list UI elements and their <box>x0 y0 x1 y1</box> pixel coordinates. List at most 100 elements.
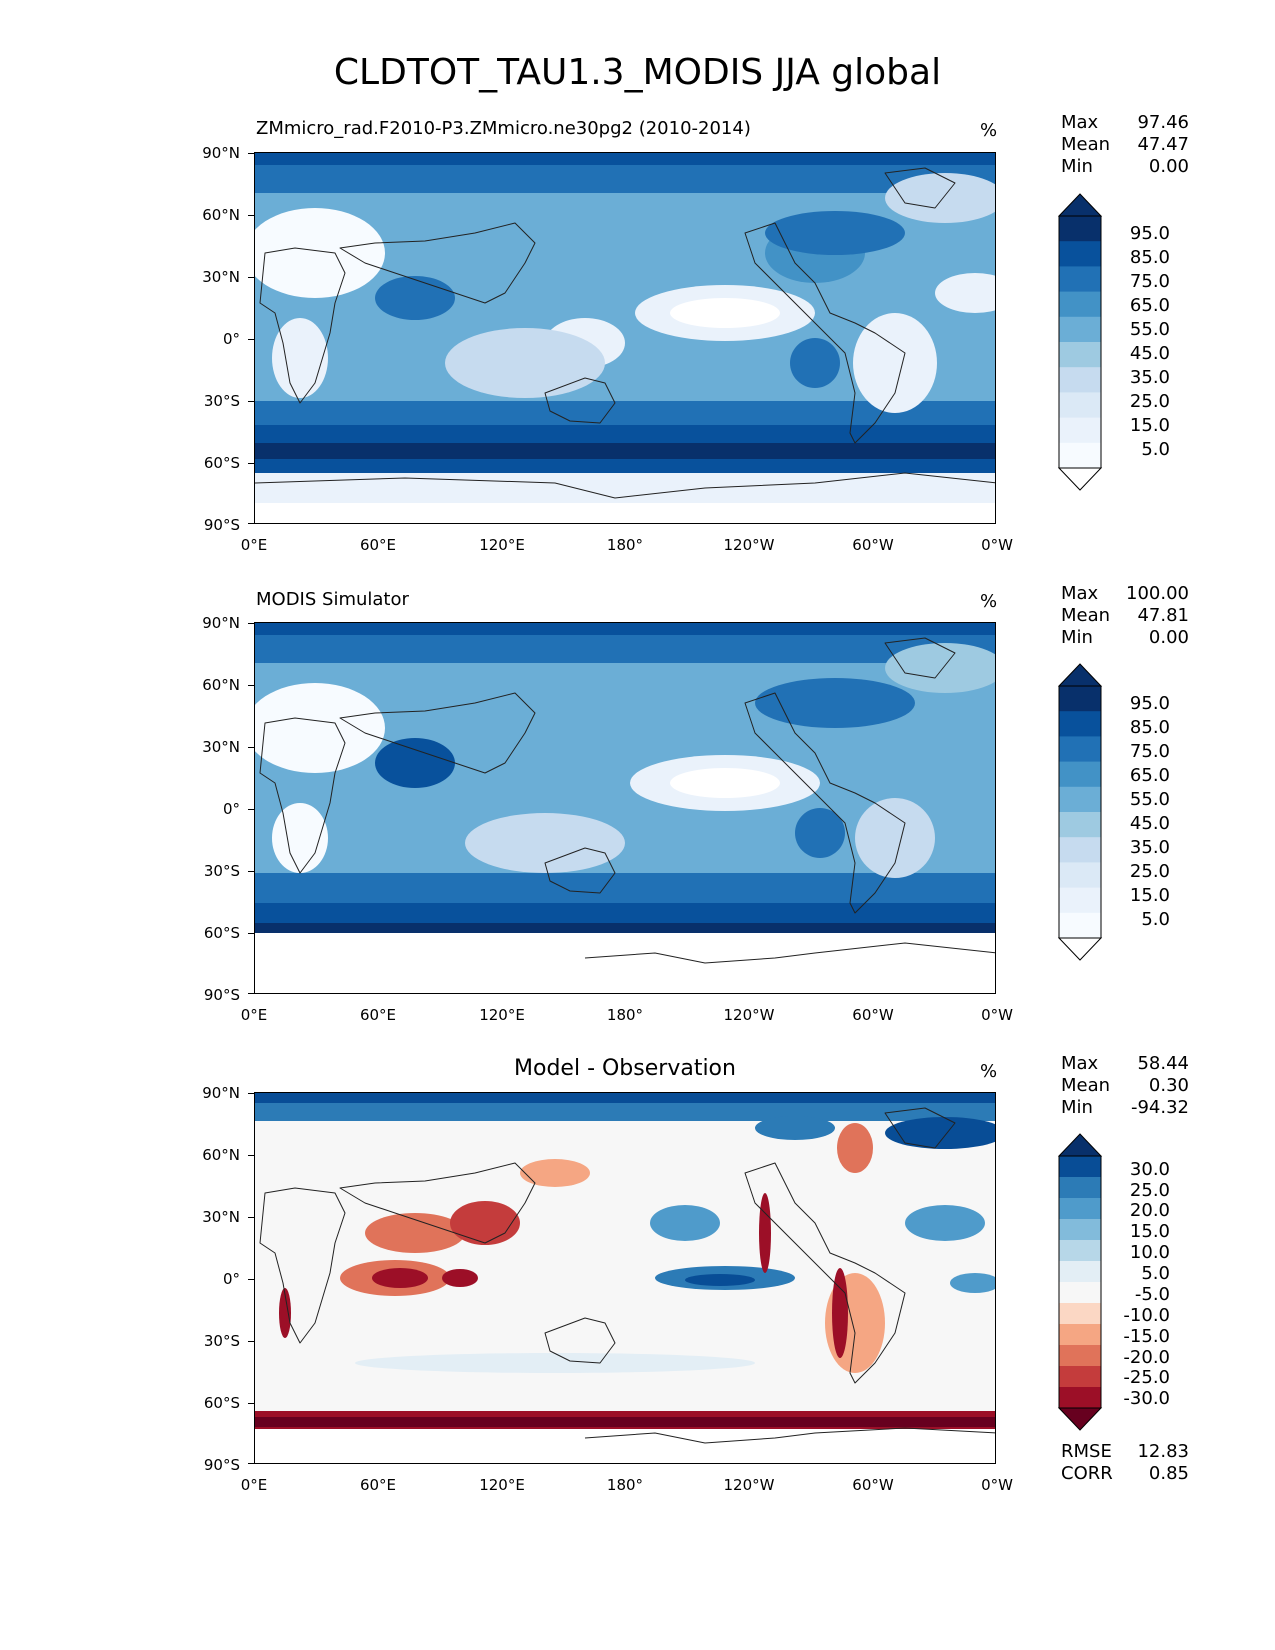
colorbar-extend-top <box>1058 663 1103 687</box>
lon-tick-label: 120°W <box>723 1006 775 1024</box>
colorbar-swatch <box>1059 736 1101 763</box>
colorbar-swatch <box>1059 442 1101 469</box>
colorbar-label: 75.0 <box>1129 741 1170 762</box>
colorbar-label: 85.0 <box>1129 247 1170 268</box>
colorbar-label: 55.0 <box>1129 789 1170 810</box>
colorbar-label: 25.0 <box>1129 1180 1170 1201</box>
colorbar-swatch <box>1059 367 1101 393</box>
colorbar-label: 95.0 <box>1129 223 1170 244</box>
colorbar-swatches <box>1058 663 1103 961</box>
colorbar-label: -30.0 <box>1123 1388 1170 1409</box>
colorbar-swatch <box>1059 1366 1101 1388</box>
lat-tick-label: 60°S <box>203 1394 240 1412</box>
colorbar-swatch <box>1059 1198 1101 1220</box>
colorbar-swatch <box>1059 862 1101 889</box>
stats-box: Max 97.46 Mean 47.47 Min 0.00 <box>1061 112 1189 178</box>
colorbar-label: 45.0 <box>1129 343 1170 364</box>
colorbar-swatch <box>1059 912 1101 939</box>
stat-value: 0.00 <box>1148 156 1189 177</box>
map-observation <box>254 622 996 994</box>
map-canvas <box>255 153 995 523</box>
stat-label: Mean <box>1061 605 1111 626</box>
metric-label: CORR <box>1061 1463 1113 1484</box>
stat-label: Max <box>1061 112 1099 133</box>
colorbar-swatch <box>1059 1261 1101 1283</box>
lat-tick-label: 60°N <box>202 206 240 224</box>
stat-value: -94.32 <box>1130 1097 1189 1118</box>
colorbar <box>1058 663 1103 961</box>
units-label: % <box>980 120 998 141</box>
colorbar-swatch <box>1059 241 1101 267</box>
stat-label: Min <box>1061 1097 1093 1118</box>
colorbar-label: 85.0 <box>1129 717 1170 738</box>
lat-tick-label: 90°S <box>203 986 240 1004</box>
stat-value: 97.46 <box>1137 112 1189 133</box>
colorbar-swatch <box>1059 761 1101 788</box>
colorbar-label: 35.0 <box>1129 837 1170 858</box>
colorbar-label: 5.0 <box>1141 439 1170 460</box>
lat-tick-label: 60°N <box>202 1146 240 1164</box>
units-label: % <box>980 591 998 612</box>
colorbar-swatch <box>1059 1240 1101 1262</box>
lat-tick-label: 30°S <box>203 1332 240 1350</box>
stat-label: Mean <box>1061 134 1111 155</box>
colorbar-swatch <box>1059 1177 1101 1199</box>
map-model <box>254 152 996 524</box>
colorbar-extend-bottom <box>1058 467 1103 491</box>
colorbar-label: 65.0 <box>1129 765 1170 786</box>
lon-tick-label: 0°W <box>981 1476 1013 1494</box>
colorbar-label: 25.0 <box>1129 391 1170 412</box>
units-label: % <box>980 1061 998 1082</box>
colorbar-swatch <box>1059 837 1101 863</box>
colorbar-label: -5.0 <box>1134 1284 1170 1305</box>
colorbar-label: 30.0 <box>1129 1159 1170 1180</box>
colorbar-label: 35.0 <box>1129 367 1170 388</box>
metrics-box: RMSE 12.83 CORR 0.85 <box>1061 1441 1189 1485</box>
lon-tick-label: 180° <box>606 536 644 554</box>
colorbar-swatch <box>1059 1282 1101 1304</box>
map-canvas <box>255 623 995 993</box>
colorbar-label: -20.0 <box>1123 1347 1170 1368</box>
colorbar <box>1058 193 1103 491</box>
lat-tick-label: 60°N <box>202 676 240 694</box>
lon-tick-label: 180° <box>606 1006 644 1024</box>
lon-tick-label: 120°E <box>479 1006 525 1024</box>
lat-tick-label: 90°S <box>203 516 240 534</box>
colorbar-label: 25.0 <box>1129 861 1170 882</box>
colorbar-extend-bottom <box>1058 937 1103 961</box>
stat-value: 100.00 <box>1126 583 1189 604</box>
lat-tick-label: 0° <box>222 330 240 348</box>
stat-label: Min <box>1061 156 1093 177</box>
colorbar-swatch <box>1059 1156 1101 1178</box>
lat-tick-label: 30°N <box>202 1208 240 1226</box>
lon-tick-label: 180° <box>606 1476 644 1494</box>
stat-value: 47.81 <box>1137 605 1189 626</box>
lon-tick-label: 0°E <box>240 1006 268 1024</box>
figure-title: CLDTOT_TAU1.3_MODIS JJA global <box>333 52 942 93</box>
colorbar-label: 20.0 <box>1129 1200 1170 1221</box>
colorbar-swatch <box>1059 1324 1101 1346</box>
lon-tick-label: 0°W <box>981 1006 1013 1024</box>
lon-tick-label: 60°W <box>852 1476 894 1494</box>
lat-tick-label: 30°N <box>202 268 240 286</box>
colorbar-swatch <box>1059 711 1101 737</box>
stat-label: Mean <box>1061 1075 1111 1096</box>
stat-value: 47.47 <box>1137 134 1189 155</box>
stat-label: Max <box>1061 583 1099 604</box>
lat-tick-label: 90°N <box>202 1084 240 1102</box>
metric-value: 12.83 <box>1137 1441 1189 1462</box>
colorbar-swatch <box>1059 417 1101 444</box>
colorbar-label: 10.0 <box>1129 1242 1170 1263</box>
colorbar-swatch <box>1059 216 1101 242</box>
colorbar-label: 45.0 <box>1129 813 1170 834</box>
lat-tick-label: 60°S <box>203 454 240 472</box>
lat-tick-label: 90°N <box>202 144 240 162</box>
stat-value: 0.00 <box>1148 627 1189 648</box>
colorbar-swatch <box>1059 1345 1101 1367</box>
map-difference <box>254 1092 996 1464</box>
stat-label: Min <box>1061 627 1093 648</box>
lon-tick-label: 60°E <box>359 1476 397 1494</box>
lon-tick-label: 60°E <box>359 536 397 554</box>
colorbar-swatch <box>1059 1303 1101 1325</box>
colorbar-extend-top <box>1058 193 1103 217</box>
